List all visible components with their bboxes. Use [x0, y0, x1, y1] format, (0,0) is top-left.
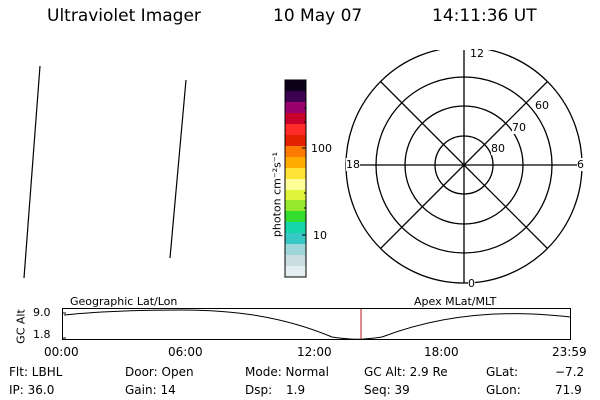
door-readout: Door: Open — [125, 365, 194, 379]
colorbar-tick-100: 100 — [311, 142, 332, 155]
lat-label-70: 70 — [512, 121, 526, 134]
colorbar-unit-label: photon cm⁻²s⁻¹ — [270, 151, 284, 238]
seq-readout: Seq: 39 — [364, 383, 410, 397]
colorbar-swatch — [285, 266, 306, 277]
colorbar-swatch — [285, 222, 306, 234]
lat-label-80: 80 — [491, 142, 505, 155]
glon-label: GLon: — [486, 383, 521, 397]
glat-value: −7.2 — [555, 365, 585, 379]
colorbar-swatch — [285, 189, 306, 201]
colorbar-swatch — [285, 233, 306, 245]
app-title: Ultraviolet Imager — [47, 6, 201, 26]
mlt-label-18: 18 — [346, 158, 360, 171]
colorbar-swatch — [285, 211, 306, 223]
colorbar — [285, 80, 306, 277]
lat-label-60: 60 — [535, 99, 549, 112]
colorbar-swatch — [285, 244, 306, 256]
dsp-value: 1.9 — [286, 383, 306, 397]
colorbar-swatch — [285, 80, 306, 92]
header-time: 14:11:36 UT — [432, 6, 537, 26]
filter-readout: Flt: LBHL — [9, 365, 63, 379]
gain-readout: Gain: 14 — [125, 383, 176, 397]
left-panel-edge — [23, 65, 41, 279]
colorbar-swatch — [285, 178, 306, 190]
colorbar-swatch — [285, 102, 306, 113]
colorbar-swatch — [285, 112, 306, 124]
dsp-label: Dsp: — [245, 383, 273, 397]
ip-readout: IP: 36.0 — [9, 383, 55, 397]
mode-readout: Mode: Normal — [245, 365, 329, 379]
altitude-timeline — [62, 308, 571, 340]
timeline-tick-3: 18:00 — [424, 345, 459, 359]
timeline-tick-1: 06:00 — [168, 345, 203, 359]
polar-diagonal-2 — [380, 81, 548, 249]
polar-plot — [345, 50, 583, 284]
timeline-left-label: Geographic Lat/Lon — [70, 295, 178, 308]
colorbar-ticks — [284, 79, 307, 278]
colorbar-swatch — [285, 134, 306, 146]
mlt-label-6: 6 — [577, 158, 584, 171]
altitude-curve — [63, 309, 571, 340]
timeline-right-label: Apex MLat/MLT — [414, 295, 497, 308]
timeline-axis-label: GC Alt — [14, 309, 28, 344]
timeline-y-bottom: 1.8 — [33, 328, 51, 341]
timeline-frame — [62, 308, 571, 340]
right-panel-edge — [169, 79, 187, 259]
header-date: 10 May 07 — [273, 6, 363, 26]
mlt-label-0: 0 — [468, 277, 475, 290]
colorbar-swatch — [285, 167, 306, 179]
colorbar-swatch — [285, 200, 306, 212]
colorbar-swatch — [285, 145, 306, 157]
mlt-label-12: 12 — [470, 47, 484, 60]
timeline-tick-0: 00:00 — [44, 345, 79, 359]
glon-value: 71.9 — [555, 383, 582, 397]
glat-label: GLat: — [486, 365, 519, 379]
colorbar-swatch — [285, 156, 306, 168]
colorbar-swatch — [285, 255, 306, 267]
colorbar-tick-10: 10 — [313, 229, 327, 242]
timeline-y-top: 9.0 — [33, 306, 51, 319]
timeline-tick-4: 23:59 — [552, 345, 587, 359]
colorbar-swatch — [285, 123, 306, 135]
colorbar-swatch — [285, 91, 306, 102]
timeline-tick-2: 12:00 — [297, 345, 332, 359]
gc-alt-readout: GC Alt: 2.9 Re — [364, 365, 448, 379]
